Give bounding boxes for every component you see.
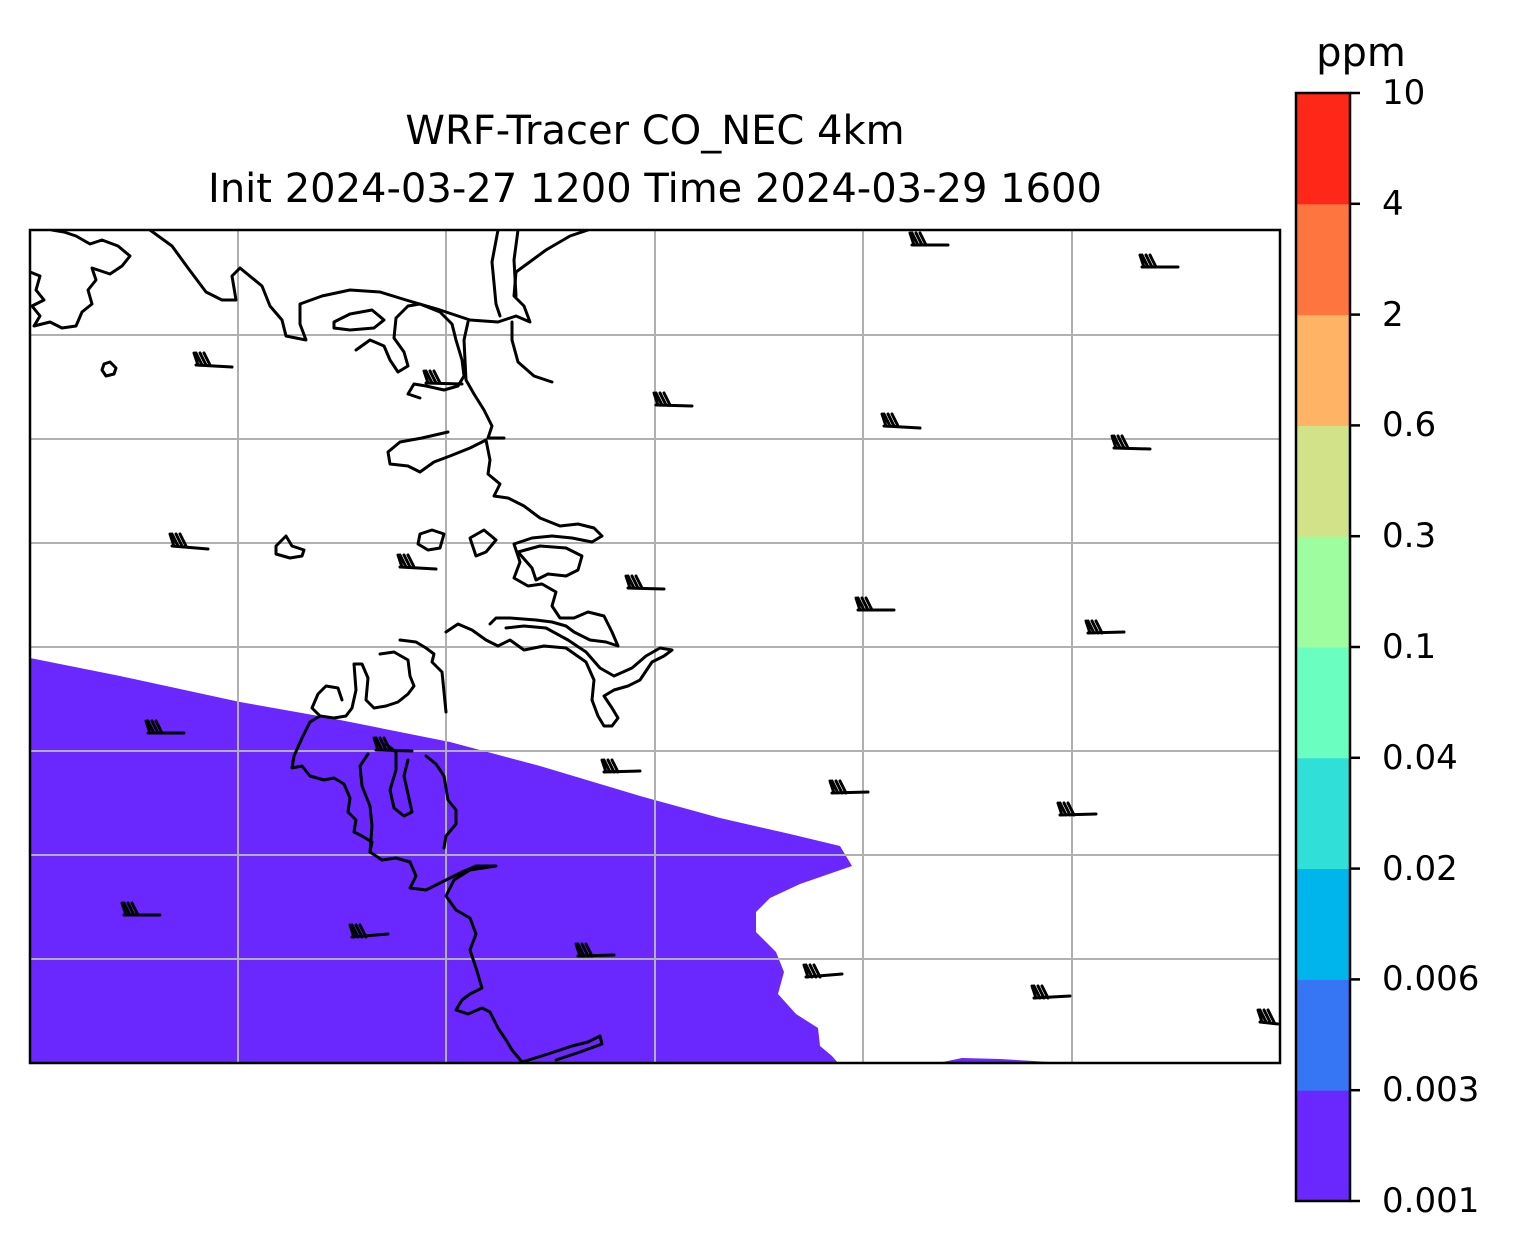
wind-barb (422, 369, 464, 386)
chart-title: WRF-Tracer CO_NEC 4km (405, 108, 905, 154)
wind-barb (574, 942, 616, 958)
colorbar-segment (1296, 1090, 1350, 1202)
colorbar-segment (1296, 647, 1350, 759)
wind-barb (168, 532, 210, 551)
wind-barb (802, 963, 844, 979)
colorbar-tick-label: 0.1 (1382, 627, 1437, 667)
colorbar-segment (1296, 757, 1350, 870)
colorbar-segment (1296, 536, 1350, 648)
colorbar-tick-label: 0.6 (1382, 405, 1437, 446)
colorbar-ticks (1350, 91, 1360, 1203)
wind-barb (624, 574, 666, 591)
wind-barb (652, 391, 694, 408)
colorbar-tick-label: 0.02 (1382, 848, 1458, 889)
wind-barbs (120, 231, 1280, 1026)
colorbar-tick-label: 0.3 (1382, 516, 1437, 557)
wind-barb (1056, 801, 1098, 817)
colorbar-segment (1296, 203, 1350, 316)
wind-barb (1256, 1008, 1280, 1026)
wind-barb (372, 736, 414, 753)
wind-barb (1084, 619, 1126, 635)
wind-barb (880, 412, 922, 430)
colorbar-tick-label: 0.003 (1382, 1070, 1480, 1111)
colorbar-tick-label: 0.04 (1382, 737, 1458, 778)
wind-barb (1110, 434, 1152, 451)
colorbar-segment (1296, 979, 1350, 1091)
map-panel (30, 230, 1280, 1063)
wind-barb (144, 719, 186, 735)
colorbar-frame (1294, 91, 1352, 1203)
colorbar-segment (1296, 93, 1350, 205)
wind-barb (1138, 253, 1180, 269)
wind-barb (908, 231, 950, 247)
colorbar-tick-label: 10 (1382, 73, 1426, 113)
wind-barb (1030, 984, 1072, 1000)
colorbar-tick-label: 0.006 (1382, 959, 1480, 1000)
wind-barb (600, 758, 642, 774)
tracer-fill-region (30, 658, 852, 1063)
colorbar-tick-label: 4 (1382, 183, 1404, 224)
colorbar (1296, 93, 1350, 1202)
colorbar-segment (1296, 425, 1350, 537)
map-frame (28, 228, 1282, 1065)
colorbar-unit-label: ppm (1316, 30, 1406, 76)
wind-barb (828, 779, 870, 795)
colorbar-tick-label: 2 (1382, 294, 1404, 335)
colorbar-segment (1296, 314, 1350, 426)
gridlines (30, 230, 1280, 1063)
wind-barb (854, 596, 896, 612)
wind-barb (348, 923, 390, 939)
wind-barb (120, 901, 162, 917)
colorbar-segment (1296, 868, 1350, 980)
chart-subtitle: Init 2024-03-27 1200 Time 2024-03-29 160… (208, 166, 1102, 212)
wind-barb (396, 553, 438, 571)
colorbar-tick-label: 0.001 (1382, 1181, 1480, 1221)
coastlines (30, 230, 674, 1063)
wind-barb (192, 351, 234, 369)
